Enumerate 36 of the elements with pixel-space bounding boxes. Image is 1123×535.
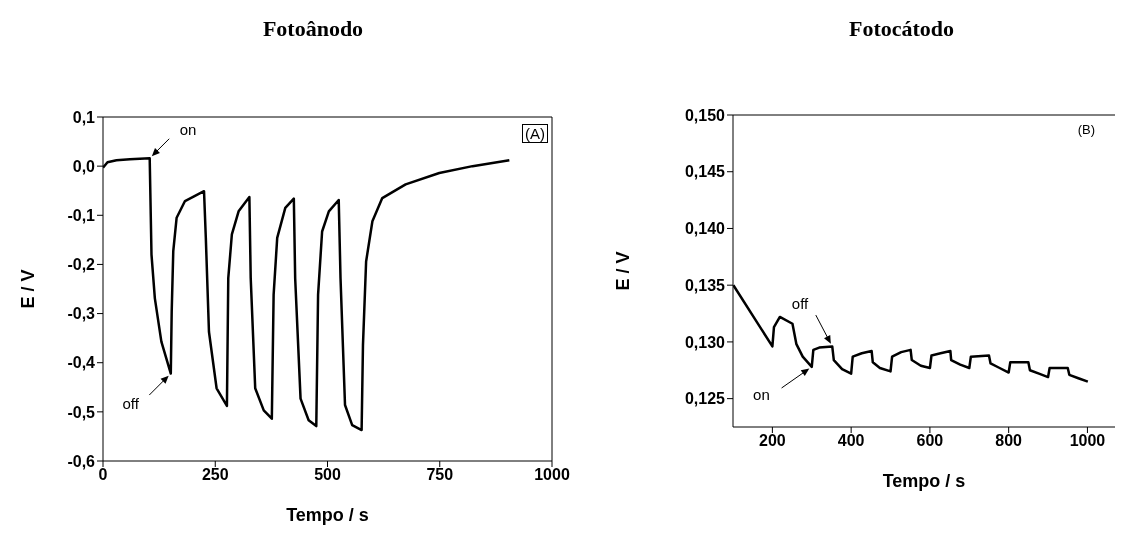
x-tick-label: 500 [314, 466, 341, 484]
x-tick-label: 0 [98, 466, 108, 484]
y-axis-title: E / V [613, 251, 634, 291]
x-tick-label: 600 [916, 432, 944, 450]
y-tick-label: -0,6 [67, 452, 96, 470]
y-tick-label: -0,1 [67, 206, 96, 224]
y-tick-label: -0,3 [67, 305, 96, 323]
y-tick-label: 0,145 [684, 163, 726, 181]
annotation: (A) [522, 124, 548, 143]
y-tick-label: -0,2 [67, 256, 96, 274]
x-tick-label: 800 [995, 432, 1023, 450]
y-tick-label: 0,1 [72, 108, 96, 126]
y-tick-label: 0,125 [684, 390, 726, 408]
x-tick-label: 250 [201, 466, 229, 484]
annotation: on [753, 385, 770, 403]
x-axis-title: Tempo / s [286, 505, 369, 525]
x-tick-label: 750 [426, 466, 454, 484]
annotation: off [791, 295, 810, 313]
annotation: off [122, 394, 140, 412]
y-tick-label: 0,140 [684, 220, 726, 238]
annotation: (B) [1075, 122, 1097, 137]
annotation: on [179, 121, 197, 139]
chart-title: Fotoânodo [261, 15, 365, 43]
x-tick-label: 1000 [534, 466, 570, 484]
x-tick-label: 200 [759, 432, 786, 450]
y-tick-label: -0,4 [67, 354, 96, 372]
y-axis-title: E / V [18, 269, 39, 309]
y-tick-label: 0,0 [72, 157, 96, 175]
y-tick-label: 0,150 [684, 106, 726, 124]
x-axis-title: Tempo / s [882, 471, 966, 491]
y-tick-label: 0,130 [684, 333, 726, 351]
chart-title: Fotocátodo [847, 15, 956, 43]
y-tick-label: -0,5 [67, 403, 96, 421]
y-tick-label: 0,135 [684, 276, 726, 294]
x-tick-label: 400 [837, 432, 865, 450]
x-tick-label: 1000 [1069, 432, 1106, 450]
